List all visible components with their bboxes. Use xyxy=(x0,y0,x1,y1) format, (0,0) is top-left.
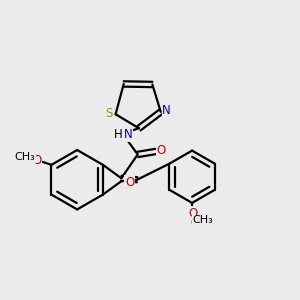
Text: N: N xyxy=(162,104,171,118)
Text: CH₃: CH₃ xyxy=(190,218,212,228)
Text: O: O xyxy=(32,154,42,166)
Text: S: S xyxy=(105,106,113,119)
Text: O: O xyxy=(125,176,134,189)
Text: H: H xyxy=(114,128,123,141)
Text: CH₃: CH₃ xyxy=(14,152,35,162)
Text: CH₃: CH₃ xyxy=(192,215,213,225)
Text: N: N xyxy=(124,128,133,141)
Text: O: O xyxy=(157,144,166,158)
Text: O: O xyxy=(188,206,197,220)
Text: O: O xyxy=(188,208,197,221)
